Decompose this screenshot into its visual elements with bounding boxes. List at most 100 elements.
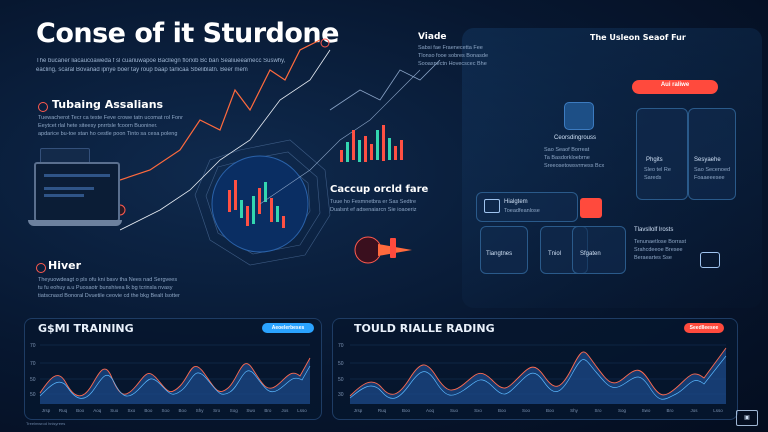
subtitle-line-2: eacling, scaral Bovanad ipnye boer tay r… [36, 67, 248, 73]
br-xtick-3: Aoq [426, 408, 435, 413]
player-line-1: Theyuowdeagt o pls ofu kni bavv tha Nees… [38, 277, 178, 283]
card-title: Ceorsdingrouss [554, 135, 597, 141]
bl-xtick-7: Soo [161, 408, 170, 413]
bl-xtick-8: Boo [179, 408, 188, 413]
central-network-graphic [120, 38, 441, 266]
hialgtem-card[interactable] [476, 192, 578, 222]
trading-assistants-line-2: Eeytcet rlal hete siteesy pnrrtsle fcoor… [38, 123, 158, 129]
viade-heading: Viade [418, 32, 447, 42]
br-xtick-12: Swo [642, 408, 651, 413]
viade-line-1: Sabsi fae Fraenecetta Fee [418, 45, 483, 51]
bl-xtick-12: Swo [246, 408, 255, 413]
br-xtick-13: Bro [666, 408, 674, 413]
trading-assistants-line-3: apdarice bu-toe stan ho cestle poon Tint… [38, 131, 178, 137]
viade-line-2: Tlonso fooe sobres Bonasde [418, 53, 489, 59]
bl-xtick-15: Lsso [297, 408, 307, 413]
bl-xtick-2: Boo [76, 408, 85, 413]
bar-chart-icon [580, 198, 602, 218]
br-xtick-9: Shy [570, 408, 579, 413]
bl-xtick-10: Sro [213, 408, 221, 413]
bl-xtick-4: Suo [110, 408, 119, 413]
bl-ytick-3: 50 [30, 392, 36, 398]
phgits-line-1: Sleo tel Re [644, 167, 671, 173]
br-xtick-5: Sxo [474, 408, 482, 413]
bl-xtick-14: Jos [281, 408, 289, 413]
bottom-left-footnote: Treelmwrod hnisyrees [26, 421, 66, 426]
bottom-right-title: TOULD RIALLE RADING [354, 322, 495, 335]
trading-assistants-heading: Tubaing Assalians [52, 98, 164, 111]
bl-xtick-13: Bro [264, 408, 272, 413]
bl-xtick-3: Aoq [93, 408, 102, 413]
viade-line-3: Sooasnectn Hovecscec Bhe [418, 61, 487, 67]
tips-line-3: Beraeartes Sse [634, 255, 672, 261]
bl-xtick-5: Sxo [127, 408, 135, 413]
br-ytick-3: 30 [338, 392, 344, 398]
player-line-3: tiatscnasd Bonoral Dvuetile ceovie cd th… [38, 293, 180, 299]
br-xtick-4: Suo [450, 408, 459, 413]
hialgtem-line-1: Toeadfeanlose [504, 208, 540, 214]
truck-icon [484, 199, 500, 213]
laptop-base [28, 220, 122, 226]
br-ytick-1: 50 [338, 361, 344, 367]
tile-1[interactable] [480, 226, 528, 274]
br-xtick-6: Boo [498, 408, 507, 413]
subtitle-line-1: The bucaner liacaucoaweda f sl cuariuwap… [36, 58, 286, 64]
chase-line-2: Foaaeeesee [694, 175, 725, 181]
phgits-line-2: Sareds [644, 175, 662, 181]
br-xtick-2: Boo [402, 408, 411, 413]
bl-ytick-0: 70 [30, 343, 36, 349]
br-ytick-0: 70 [338, 343, 344, 349]
bottom-left-chart: 70 70 50 50 Jrsp Ruq Boo Aoq Suo Sxo Boo Soo Boo… [30, 343, 311, 413]
chase-line-1: Sao Secenoed [694, 167, 730, 173]
bl-xtick-6: Boo [144, 408, 153, 413]
bl-xtick-0: Jrsp [42, 408, 51, 413]
player-line-2: tu fu eohuy a.u Puosaotr bunshivea lk bg… [38, 285, 173, 291]
tips-title: Tlavsllolf lrosts [634, 227, 674, 233]
trading-assistants-line-1: Tuewacherot Tecr ca teste Feve crowe tat… [38, 115, 183, 121]
chase-card[interactable] [688, 108, 736, 200]
right-heading: The Usleon Seaof Fur [590, 33, 686, 42]
tile-3[interactable] [572, 226, 626, 274]
cancel-heading: Caccup orcld fare [330, 184, 429, 195]
tile-3-label: Sfgaten [580, 251, 601, 257]
card-line-3: Sreeosetowsvrmess Bcx [544, 163, 605, 169]
br-ytick-2: 50 [338, 377, 344, 383]
bl-ytick-1: 70 [30, 361, 36, 367]
phgits-card[interactable] [636, 108, 688, 200]
br-xtick-15: Lsso [713, 408, 723, 413]
laptop-illustration [34, 162, 120, 222]
br-xtick-11: Sog [618, 408, 627, 413]
bottom-right-pill[interactable]: Seedlleesee [684, 323, 724, 333]
cancel-line-1: Tuue ho Fesmnetbra er Sas Sedtre [330, 199, 417, 205]
corner-logo-icon: ▣ [736, 410, 758, 426]
hialgtem-title: Hialgtem [504, 199, 528, 205]
cart-icon [700, 252, 720, 268]
br-xtick-8: Boo [546, 408, 555, 413]
trading-assistants-icon [38, 99, 48, 117]
phgits-title: Phgits [646, 157, 663, 163]
card-line-1: Sao Seaof Borreat [544, 147, 590, 153]
card-line-2: Ta Basdorkloebrne [544, 155, 590, 161]
bl-xtick-1: Ruq [59, 408, 68, 413]
bl-ytick-2: 50 [30, 377, 36, 383]
tips-line-2: Srahcdeeoe Bresee [634, 247, 683, 253]
br-xtick-0: Jrsp [354, 408, 363, 413]
chart-card-icon [564, 102, 594, 130]
bl-xtick-9: Shy [196, 408, 205, 413]
page-title: Conse of it Sturdone [36, 18, 339, 49]
bottom-left-title: G$MI TRAINING [38, 322, 134, 335]
tile-2-label: Tniol [548, 251, 562, 257]
player-icon [36, 260, 46, 278]
chase-title: Sesyaehe [694, 157, 721, 163]
br-xtick-7: Soo [522, 408, 531, 413]
player-heading: Hiver [48, 259, 82, 272]
bl-xtick-11: Sog [230, 408, 239, 413]
br-xtick-10: Sro [594, 408, 602, 413]
red-pill-button[interactable]: Aui raliwe [632, 80, 718, 94]
tile-1-label: Tiangtnes [486, 251, 513, 257]
bottom-right-chart: 70 50 50 30 Jrsp Ruq Boo Aoq Suo Sxo Boo Soo Boo… [338, 343, 727, 413]
cancel-line-2: Dualsnt ef adsenaiarcn Sie ioaoeriz [330, 207, 417, 213]
bottom-left-pill[interactable]: Aeoelerbeses [262, 323, 314, 333]
br-xtick-14: Jos [690, 408, 698, 413]
tips-line-1: Tenunaetlose Borrast [634, 239, 686, 245]
